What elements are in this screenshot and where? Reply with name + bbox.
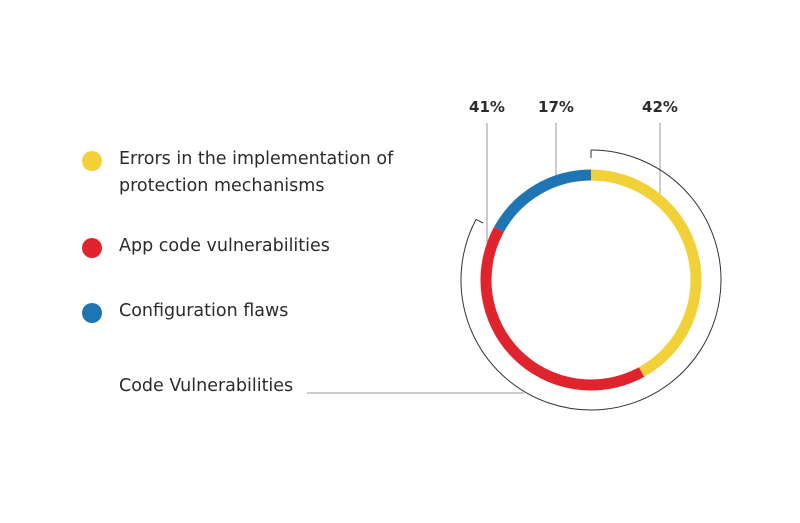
legend-item-implementation-errors: Errors in the implementation of protecti…	[82, 149, 419, 200]
donut-slice	[590, 169, 702, 377]
chart-legend: Errors in the implementation of protecti…	[82, 149, 419, 325]
bracket-tick	[475, 218, 484, 224]
bracket-label: Code Vulnerabilities	[119, 376, 294, 396]
legend-swatch-red	[82, 238, 102, 258]
legend-label: Configuration flaws	[119, 301, 289, 321]
legend-swatch-blue	[82, 303, 102, 323]
legend-swatch-yellow	[82, 151, 102, 171]
legend-label: Errors in the implementation of protecti…	[119, 149, 394, 196]
legend-label: App code vulnerabilities	[119, 236, 330, 256]
donut-slice	[480, 226, 645, 391]
legend-item-configuration: Configuration flaws	[82, 301, 419, 325]
legend-item-app-code: App code vulnerabilities	[82, 236, 419, 260]
slice-value-label: 41%	[469, 98, 505, 116]
bracket-arc	[460, 149, 722, 411]
slice-value-label: 42%	[642, 98, 678, 116]
donut-slice	[494, 169, 592, 233]
slice-value-label: 17%	[538, 98, 574, 116]
